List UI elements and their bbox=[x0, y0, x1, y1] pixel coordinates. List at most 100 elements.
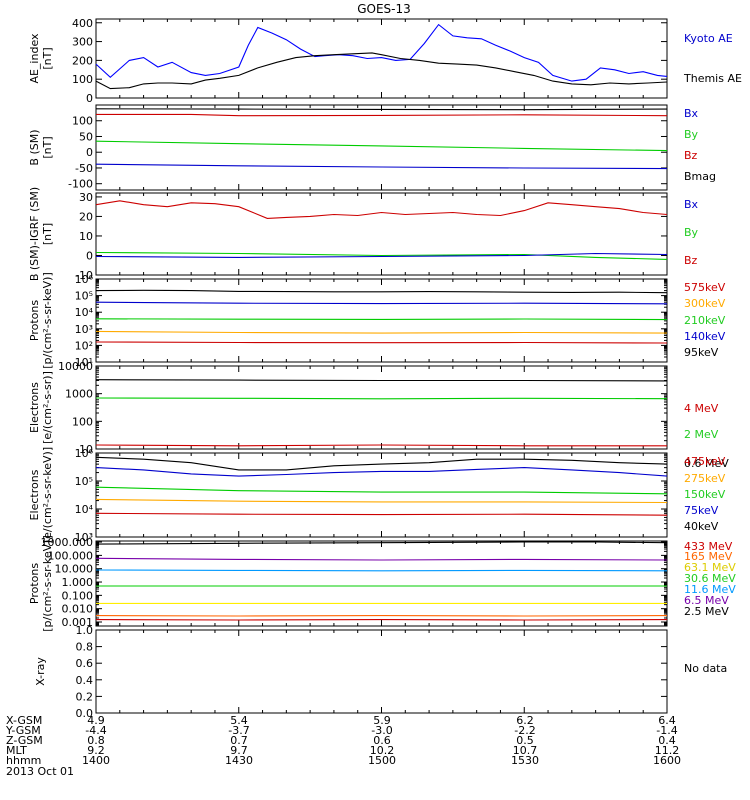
ephemeris-value: 11.2 bbox=[655, 744, 680, 757]
y-axis-label: [nT] bbox=[41, 223, 54, 245]
legend-40kev: 40keV bbox=[684, 520, 719, 533]
ephemeris-value: 9.7 bbox=[230, 744, 248, 757]
ephemeris-value: 0.5 bbox=[516, 734, 534, 747]
y-tick-label: 0 bbox=[86, 249, 93, 262]
y-tick-label: 10⁶ bbox=[75, 447, 94, 460]
series-11-6-mev bbox=[95, 569, 668, 572]
y-axis-label: Electrons bbox=[28, 382, 41, 433]
ephemeris-value: 5.4 bbox=[230, 714, 248, 727]
ephemeris-value: 9.2 bbox=[87, 744, 105, 757]
legend: No data bbox=[684, 662, 727, 675]
ephemeris-value: 1430 bbox=[225, 754, 253, 767]
y-tick-label: 10 bbox=[79, 443, 93, 456]
y-tick-label: 10⁴ bbox=[75, 503, 94, 516]
ephemeris-value: 6.4 bbox=[658, 714, 676, 727]
series-kyoto-ae bbox=[95, 23, 668, 82]
series-themis-ae bbox=[95, 52, 668, 90]
series-2-5-mev bbox=[95, 541, 668, 545]
y-tick-label: 0 bbox=[86, 92, 93, 105]
series-475kev bbox=[95, 512, 668, 516]
y-tick-label: 400 bbox=[72, 17, 93, 30]
y-axis-label: [p/(cm²-s-sr-keV)] bbox=[41, 272, 54, 369]
legend-kyoto-ae: Kyoto AE bbox=[684, 32, 733, 45]
panel-5: 10 100 1000 10000 Electrons [e/(cm²-s-sr)] 4 M… bbox=[28, 360, 729, 470]
y-tick-label: 50 bbox=[79, 130, 93, 143]
panel-6: 10³ 10⁴ 10⁵ 10⁶ Electrons [e/(cm²-s-sr-keV)] 4… bbox=[28, 447, 726, 544]
legend-2-mev: 2 MeV bbox=[684, 428, 719, 441]
y-tick-label: 10000 bbox=[58, 360, 93, 373]
ephemeris-value: 4.9 bbox=[87, 714, 105, 727]
y-tick-label: 1000.000 bbox=[41, 536, 94, 549]
series-bx bbox=[95, 163, 668, 170]
legend: 475keV 275keV 150keV 75keV 40keV bbox=[684, 455, 726, 533]
series-by bbox=[95, 140, 668, 152]
y-axis-label: Protons bbox=[28, 563, 41, 604]
legend-4-mev: 4 MeV bbox=[684, 402, 719, 415]
y-tick-label: 10 bbox=[79, 230, 93, 243]
series-75kev bbox=[95, 467, 668, 477]
legend-bmag: Bmag bbox=[684, 170, 716, 183]
y-tick-label: 10³ bbox=[75, 323, 93, 336]
ephemeris-value: 5.9 bbox=[373, 714, 391, 727]
legend-475kev: 475keV bbox=[684, 455, 726, 468]
y-tick-label: 100.000 bbox=[48, 549, 94, 562]
ephemeris-date: 2013 Oct 01 bbox=[6, 765, 74, 778]
legend-95kev: 95keV bbox=[684, 346, 719, 359]
series-300kev bbox=[95, 330, 668, 334]
legend-by: By bbox=[684, 128, 699, 141]
legend-210kev: 210keV bbox=[684, 314, 726, 327]
legend-bx: Bx bbox=[684, 198, 699, 211]
y-tick-label: 100 bbox=[72, 73, 93, 86]
ephemeris-label-hhmm: hhmm bbox=[6, 754, 41, 767]
panel-frame bbox=[95, 452, 668, 538]
legend: Bx By Bz Bmag bbox=[684, 107, 716, 183]
ephemeris-value: 0.8 bbox=[87, 734, 105, 747]
ephemeris-value: 0.6 bbox=[373, 734, 391, 747]
ephemeris-value: -2.2 bbox=[514, 724, 535, 737]
y-tick-label: 10⁵ bbox=[75, 475, 93, 488]
figure-title: GOES-13 bbox=[357, 2, 411, 16]
y-axis-label: [p/(cm²-s-sr-keV)] bbox=[41, 535, 54, 632]
y-tick-label: 0 bbox=[86, 146, 93, 159]
y-tick-label: -100 bbox=[68, 178, 93, 191]
legend: 4 MeV 2 MeV 0.6 MeV bbox=[684, 402, 729, 470]
panel-7: 0.0010.0100.1001.00010.000100.0001000.00… bbox=[28, 535, 736, 632]
series-2-mev bbox=[95, 397, 668, 400]
y-tick-label: 10⁶ bbox=[75, 273, 94, 286]
y-tick-label: 10² bbox=[75, 339, 93, 352]
panel-2: -100 -50 0 50 100 B (SM) [nT] Bx By Bz Bmag bbox=[28, 104, 716, 191]
y-tick-label: -10 bbox=[75, 269, 93, 282]
y-tick-label: 0.100 bbox=[62, 589, 94, 602]
series-150kev bbox=[95, 486, 668, 495]
y-tick-label: 0.2 bbox=[76, 690, 94, 703]
ephemeris-value: 10.2 bbox=[370, 744, 395, 757]
y-axis-label: [nT] bbox=[41, 136, 54, 158]
y-tick-label: 0.0 bbox=[76, 707, 94, 720]
ephemeris-value: 0.7 bbox=[230, 734, 248, 747]
ephemeris-label-y-gsm: Y-GSM bbox=[5, 724, 41, 737]
series-95kev bbox=[95, 289, 668, 294]
series-575kev bbox=[95, 341, 668, 344]
series-bz bbox=[95, 200, 668, 219]
y-tick-label: 30 bbox=[79, 191, 93, 204]
y-axis-label: AE_index bbox=[28, 33, 41, 84]
y-axis-label: X-ray bbox=[34, 657, 47, 686]
legend-275kev: 275keV bbox=[684, 472, 726, 485]
y-tick-label: 0.6 bbox=[76, 657, 94, 670]
legend-no-data: No data bbox=[684, 662, 727, 675]
series-275kev bbox=[95, 498, 668, 504]
series-bz bbox=[96, 113, 668, 117]
ephemeris-value: 1500 bbox=[368, 754, 396, 767]
ephemeris-label-z-gsm: Z-GSM bbox=[6, 734, 43, 747]
y-tick-label: 0.001 bbox=[62, 616, 94, 629]
legend-30-6-mev: 30.6 MeV bbox=[684, 572, 736, 585]
panel-frame bbox=[95, 365, 668, 450]
series-210kev bbox=[95, 318, 668, 321]
ephemeris-value: 1530 bbox=[511, 754, 539, 767]
ephemeris-value: -3.7 bbox=[228, 724, 249, 737]
panel-frame bbox=[95, 104, 668, 191]
ephemeris-value: -1.4 bbox=[656, 724, 677, 737]
